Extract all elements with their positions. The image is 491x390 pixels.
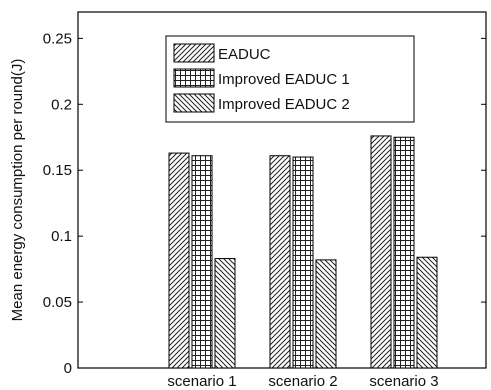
bar-group <box>269 155 337 369</box>
legend-items: EADUC Improved EADUC 1 Improved EADUC 2 <box>173 43 350 113</box>
y-tick-label: 0 <box>64 360 72 377</box>
legend-swatch <box>173 43 215 63</box>
y-tick-label: 0.2 <box>51 96 72 113</box>
bar <box>168 152 190 369</box>
y-tick-label: 0.05 <box>43 294 72 311</box>
bar <box>370 135 392 369</box>
legend-swatch <box>173 93 215 113</box>
x-tick-label: scenario 2 <box>268 373 337 390</box>
x-tick-label: scenario 3 <box>369 373 438 390</box>
legend-label: Improved EADUC 2 <box>218 96 350 113</box>
bar <box>393 136 415 369</box>
bar <box>416 256 438 369</box>
bar <box>315 259 337 369</box>
bar-group <box>370 135 438 369</box>
bar <box>214 258 236 369</box>
x-tick-label: scenario 1 <box>167 373 236 390</box>
bars <box>168 135 438 369</box>
bar-group <box>168 152 236 369</box>
y-tick-label: 0.25 <box>43 30 72 47</box>
bar <box>269 155 291 369</box>
legend-label: Improved EADUC 1 <box>218 71 350 88</box>
legend-label: EADUC <box>218 46 271 63</box>
legend: EADUC Improved EADUC 1 Improved EADUC 2 <box>165 35 415 123</box>
bar <box>191 155 213 369</box>
y-axis-label: Mean energy consumption per round(J) <box>9 59 26 322</box>
y-axis-ticks: 0 0.05 0.1 0.15 0.2 0.25 <box>43 30 486 377</box>
x-axis-tick-labels: scenario 1 scenario 2 scenario 3 <box>167 373 438 390</box>
y-tick-label: 0.15 <box>43 162 72 179</box>
bar <box>292 156 314 369</box>
y-tick-label: 0.1 <box>51 228 72 245</box>
legend-swatch <box>173 68 215 88</box>
